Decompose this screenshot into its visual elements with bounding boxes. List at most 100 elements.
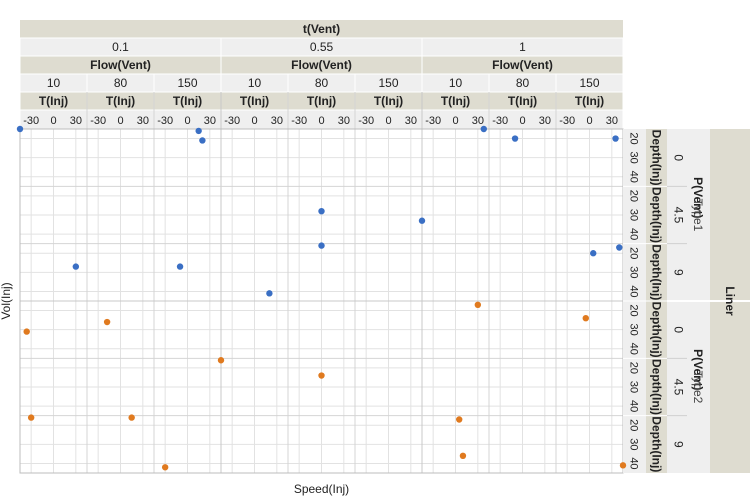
data-point — [511, 135, 519, 142]
y-tick-label: 40 — [628, 171, 640, 183]
column-factor-title: T(Inj) — [106, 94, 135, 108]
x-tick-label: 30 — [271, 115, 283, 127]
y-tick-label: 40 — [628, 285, 640, 297]
row-level-label: Type1 — [691, 199, 705, 232]
y-tick-label: 30 — [628, 438, 640, 450]
data-point — [103, 318, 111, 326]
data-point — [474, 301, 482, 309]
row-level-label: Type2 — [691, 371, 705, 404]
column-factor-title: T(Inj) — [374, 94, 403, 108]
x-tick-label: -30 — [492, 115, 508, 127]
x-tick-label: 30 — [405, 115, 417, 127]
data-point — [616, 244, 623, 251]
column-factor-title: Flow(Vent) — [90, 58, 151, 72]
data-point — [23, 328, 30, 335]
column-factor-title: T(Inj) — [307, 94, 336, 108]
x-tick-label: -30 — [291, 115, 307, 127]
row-level-label: 9 — [672, 269, 686, 276]
y-tick-label: 30 — [628, 266, 640, 278]
data-point — [195, 127, 202, 135]
row-factor-title: Depth(Inj) — [650, 302, 664, 358]
data-point — [590, 250, 597, 257]
row-level-label: 0 — [672, 326, 686, 333]
y-tick-label: 30 — [628, 381, 640, 393]
row-factor-title: P(Vent) — [691, 349, 705, 390]
row-level-label: 4.5 — [672, 379, 686, 396]
x-tick-label: 0 — [519, 115, 525, 127]
column-factor-title: Flow(Vent) — [492, 58, 553, 72]
x-tick-label: -30 — [425, 115, 441, 127]
x-tick-label: 0 — [452, 115, 458, 127]
data-point — [27, 414, 35, 421]
column-factor-title: Flow(Vent) — [291, 58, 352, 72]
x-tick-label: 30 — [204, 115, 216, 127]
x-tick-label: 30 — [70, 115, 82, 127]
x-tick-label: 30 — [137, 115, 149, 127]
y-tick-label: 40 — [628, 457, 640, 469]
data-point — [582, 315, 589, 322]
data-point — [612, 135, 619, 142]
column-level-label: 1 — [519, 40, 526, 54]
x-tick-label: 0 — [251, 115, 257, 127]
row-level-label: 9 — [672, 441, 686, 448]
column-factor-title: T(Inj) — [240, 94, 269, 108]
x-tick-label: -30 — [90, 115, 106, 127]
x-tick-label: 0 — [184, 115, 190, 127]
y-tick-label: 20 — [628, 190, 640, 202]
x-tick-label: -30 — [224, 115, 240, 127]
x-axis-label: Speed(Inj) — [294, 482, 349, 496]
data-point — [72, 263, 80, 270]
x-tick-label: -30 — [23, 115, 39, 127]
y-tick-label: 20 — [628, 304, 640, 316]
x-tick-label: 0 — [385, 115, 391, 127]
column-level-label: 150 — [177, 76, 197, 90]
column-level-label: 150 — [579, 76, 599, 90]
y-tick-label: 20 — [628, 419, 640, 431]
column-level-label: 10 — [449, 76, 463, 90]
row-level-label: 4.5 — [672, 207, 686, 224]
header-band — [20, 20, 623, 38]
data-point — [459, 452, 467, 459]
x-tick-label: 0 — [318, 115, 324, 127]
x-tick-label: -30 — [157, 115, 173, 127]
row-factor-title: Depth(Inj) — [650, 130, 664, 186]
column-level-label: 80 — [315, 76, 329, 90]
data-point — [318, 207, 325, 215]
data-point — [318, 242, 325, 249]
y-tick-label: 30 — [628, 209, 640, 221]
row-factor-title: Depth(Inj) — [650, 359, 664, 415]
x-tick-label: 0 — [117, 115, 123, 127]
column-factor-title: T(Inj) — [508, 94, 537, 108]
column-level-label: 0.55 — [310, 40, 334, 54]
data-point — [176, 263, 184, 270]
row-factor-title: Depth(Inj) — [650, 244, 664, 300]
data-point — [128, 414, 135, 421]
y-tick-label: 40 — [628, 400, 640, 412]
x-tick-label: 30 — [539, 115, 551, 127]
data-point — [418, 217, 426, 224]
data-point — [217, 357, 225, 364]
x-tick-label: 0 — [586, 115, 592, 127]
data-point — [16, 125, 24, 133]
data-point — [161, 464, 169, 471]
row-factor-title: Liner — [723, 286, 737, 316]
y-tick-label: 20 — [628, 247, 640, 259]
column-level-label: 10 — [47, 76, 61, 90]
y-tick-label: 40 — [628, 228, 640, 240]
column-level-label: 0.1 — [112, 40, 129, 54]
column-factor-title: T(Inj) — [575, 94, 604, 108]
column-factor-title: T(Inj) — [441, 94, 470, 108]
y-tick-label: 20 — [628, 362, 640, 374]
y-tick-label: 40 — [628, 343, 640, 355]
y-tick-label: 20 — [628, 132, 640, 144]
data-point — [456, 416, 463, 423]
column-level-label: 150 — [378, 76, 398, 90]
x-tick-label: 30 — [338, 115, 350, 127]
y-tick-label: 30 — [628, 324, 640, 336]
data-point — [619, 462, 627, 469]
x-tick-label: 30 — [606, 115, 618, 127]
y-tick-label: 30 — [628, 152, 640, 164]
column-factor-title: t(Vent) — [303, 22, 340, 36]
